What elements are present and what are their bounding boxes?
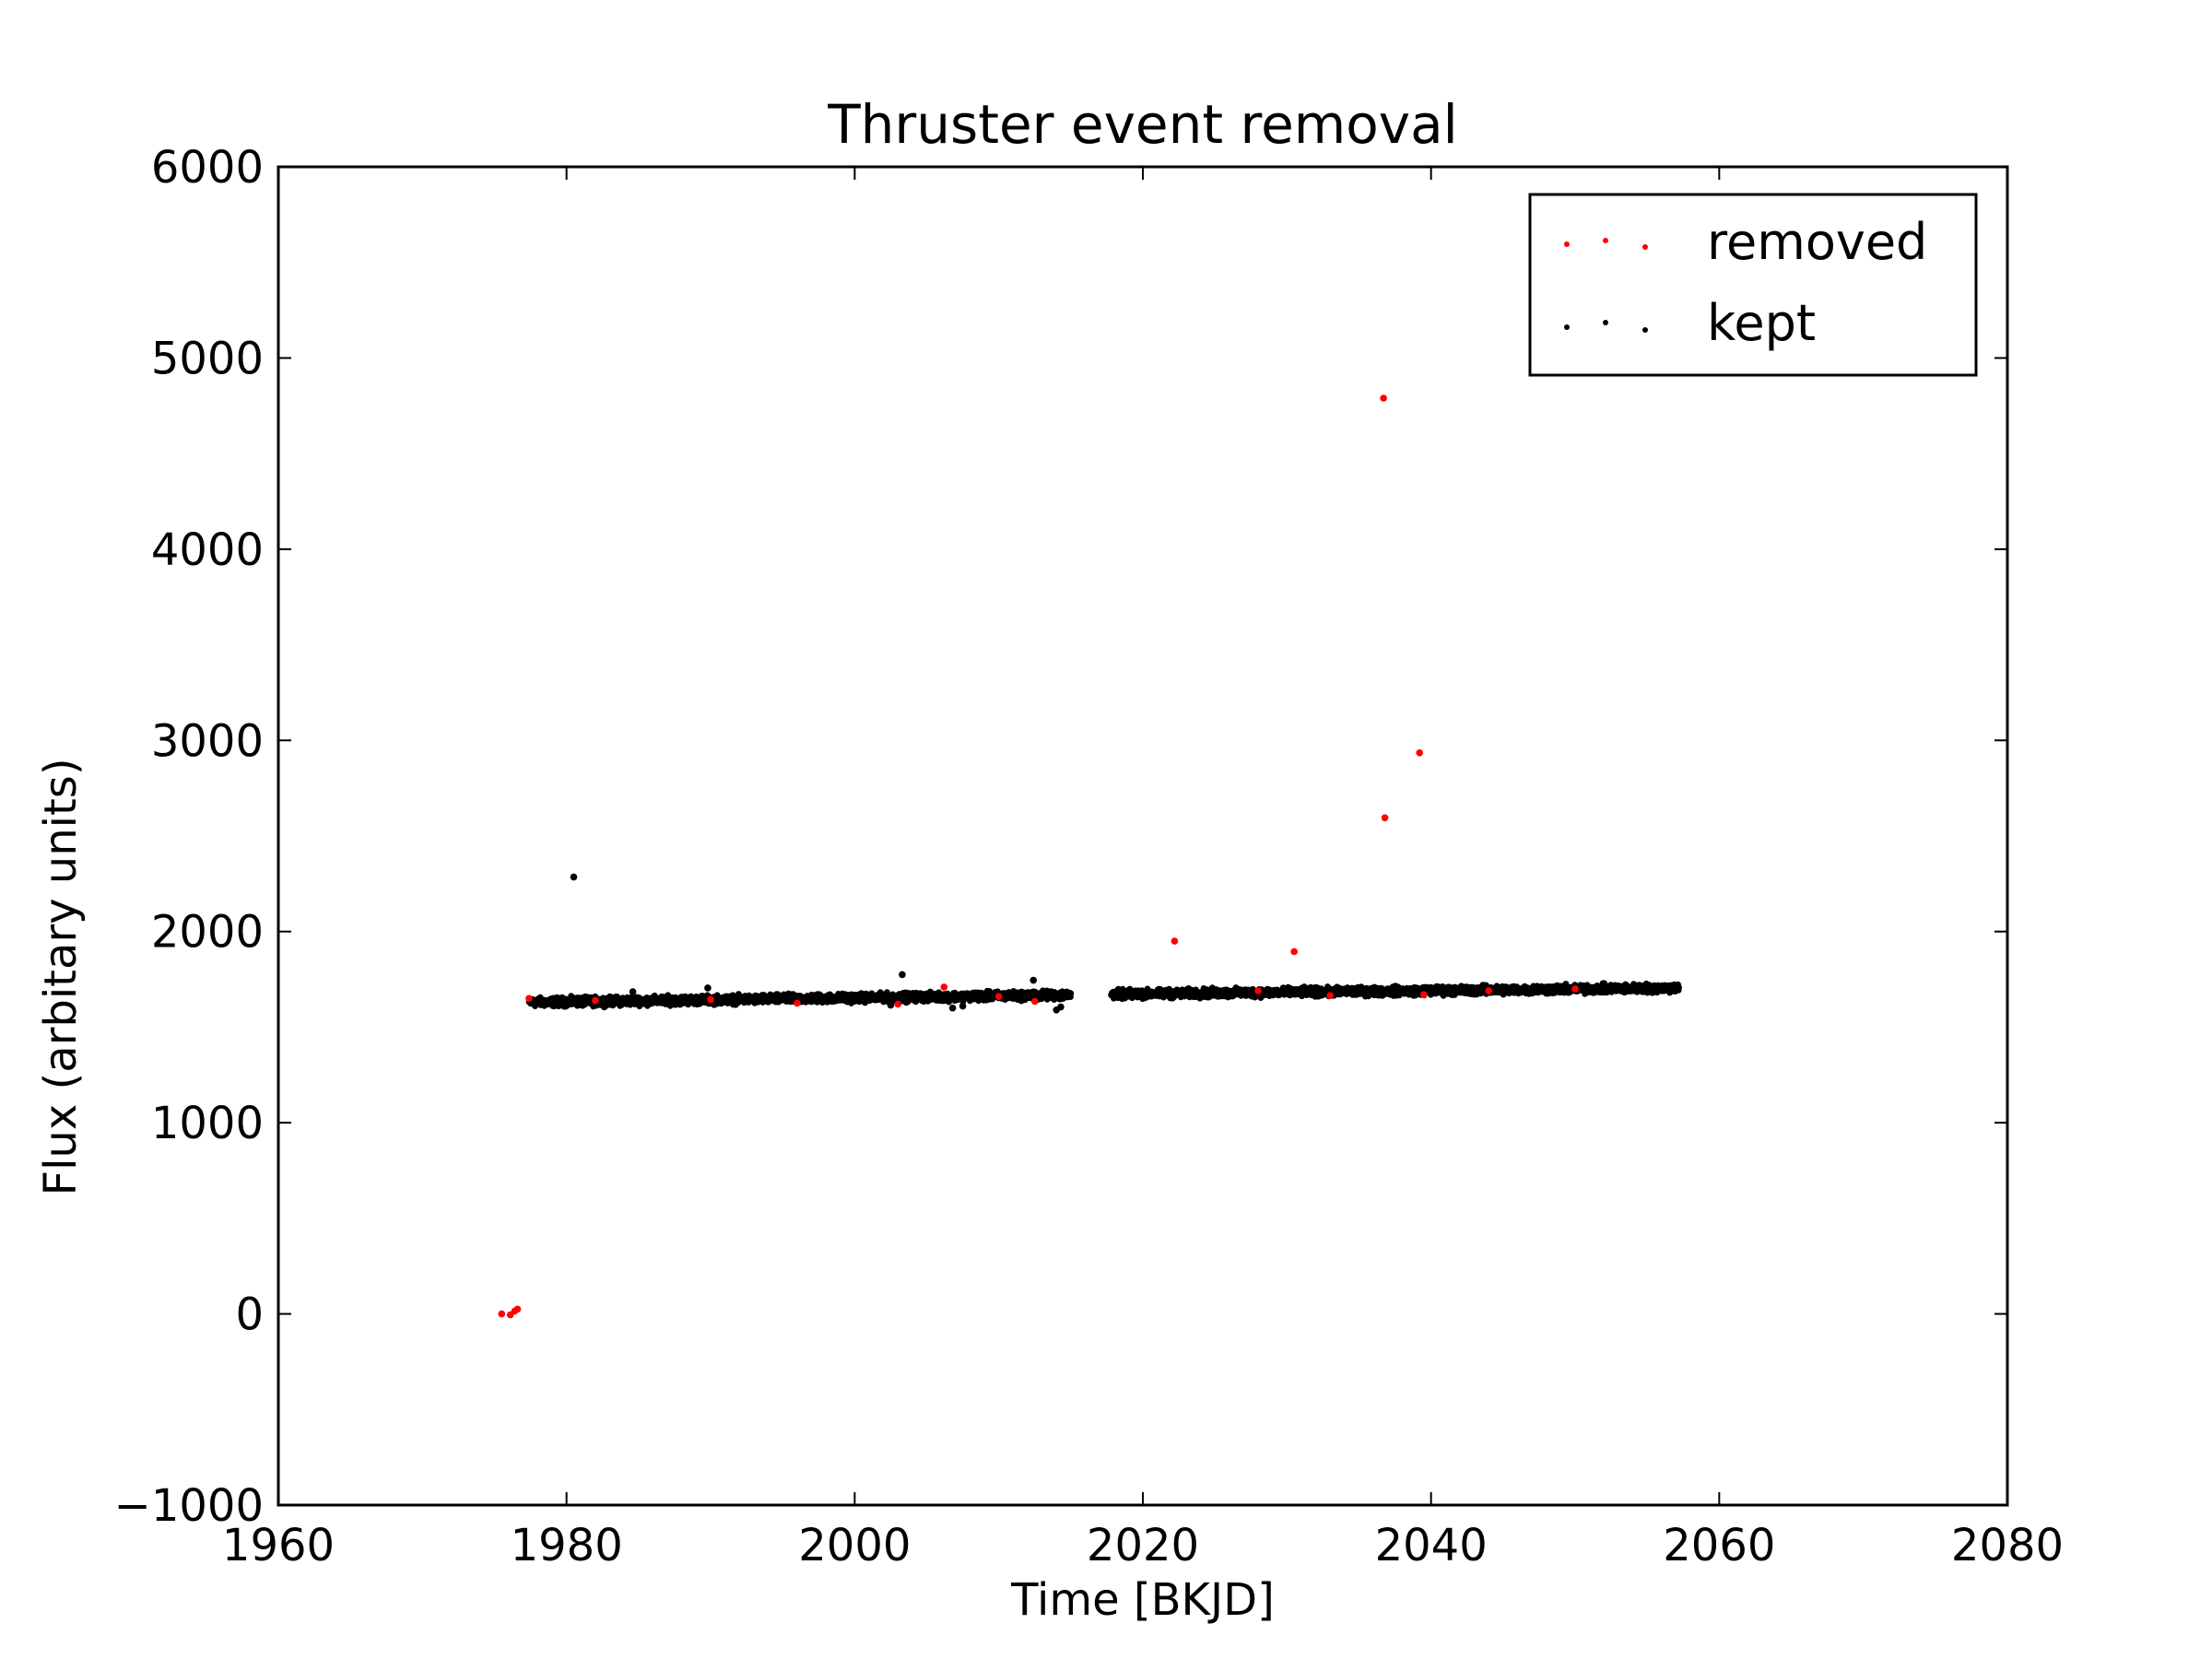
data-point-removed: [1290, 947, 1298, 956]
data-point-removed: [894, 1000, 901, 1008]
legend-marker-kept: [1603, 320, 1608, 325]
x-axis-label: Time [BKJD]: [1010, 1574, 1275, 1626]
y-tick-label: 6000: [151, 142, 264, 194]
y-axis-label: Flux (arbitary units): [35, 758, 87, 1195]
data-point-removed: [592, 996, 599, 1005]
y-tick-label: 0: [235, 1289, 264, 1341]
legend-marker-removed: [1642, 244, 1648, 250]
data-point-removed: [1171, 937, 1179, 945]
data-point-kept: [887, 1001, 895, 1009]
data-point-removed: [794, 999, 801, 1007]
x-tick-label: 1980: [511, 1520, 623, 1571]
y-tick-label: 3000: [151, 715, 264, 767]
data-point-removed: [1254, 987, 1262, 994]
y-tick-label: 2000: [151, 907, 264, 959]
y-tick-label: 4000: [151, 524, 264, 576]
data-point-kept: [1057, 1003, 1065, 1011]
data-point-kept: [1030, 976, 1037, 984]
x-tick-label: 1960: [222, 1520, 335, 1571]
data-point-kept: [1067, 990, 1075, 997]
data-point-removed: [498, 1310, 506, 1318]
data-point-kept: [1676, 984, 1682, 991]
legend-box: [1528, 193, 1978, 377]
data-point-removed: [940, 983, 948, 991]
legend-marker-removed: [1564, 241, 1570, 247]
x-tick-label: 2020: [1087, 1520, 1199, 1571]
x-tick-label: 2060: [1663, 1520, 1775, 1571]
legend: removed kept: [1528, 193, 1978, 377]
data-point-removed: [1420, 991, 1428, 998]
legend-label-removed: removed: [1707, 213, 1927, 271]
legend-marker-kept: [1642, 327, 1648, 333]
data-point-removed: [1380, 394, 1387, 402]
points-layer: [498, 394, 1682, 1319]
y-tick-label: 5000: [151, 333, 264, 384]
y-tick-label: −1000: [114, 1480, 264, 1532]
chart-title: Thruster event removal: [827, 93, 1458, 156]
data-point-kept: [959, 1002, 967, 1010]
data-point-removed: [1571, 985, 1579, 993]
data-point-removed: [1416, 749, 1423, 757]
data-point-removed: [513, 1305, 522, 1313]
data-point-removed: [1485, 987, 1492, 994]
x-tick-label: 2040: [1375, 1520, 1488, 1571]
data-point-removed: [1031, 997, 1039, 1006]
data-point-kept: [704, 984, 712, 992]
y-tick-label: 1000: [151, 1098, 264, 1149]
legend-entry-removed: removed: [1564, 213, 1927, 271]
data-point-kept: [570, 873, 578, 881]
data-point-kept: [948, 1004, 957, 1012]
data-point-removed: [1381, 814, 1389, 822]
data-point-removed: [707, 995, 714, 1004]
x-tick-label: 2000: [798, 1520, 911, 1571]
legend-marker-removed: [1603, 238, 1608, 243]
legend-entry-kept: kept: [1564, 294, 1816, 352]
data-point-kept: [899, 971, 906, 979]
data-point-kept: [629, 988, 637, 995]
data-point-removed: [525, 994, 533, 1003]
ticks-layer: 1960 1980 2000 2020 2040 2060 2080 −1000 0 1000 20…: [114, 142, 2064, 1571]
x-tick-label: 2080: [1951, 1520, 2064, 1571]
data-point-removed: [994, 993, 1003, 1000]
data-point-removed: [1326, 992, 1334, 999]
legend-label-kept: kept: [1707, 294, 1816, 352]
legend-marker-kept: [1564, 324, 1570, 330]
